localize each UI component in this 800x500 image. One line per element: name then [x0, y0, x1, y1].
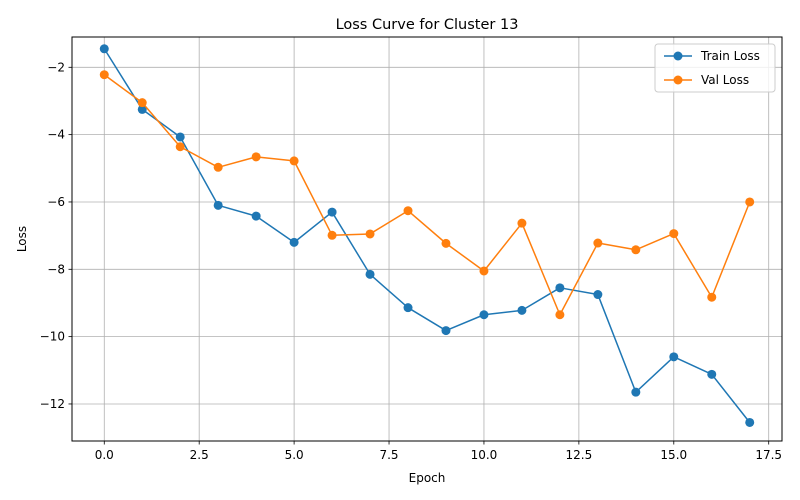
x-tick-label: 7.5 [379, 448, 398, 462]
train-loss-point [669, 352, 679, 362]
val-loss-point [745, 197, 755, 207]
train-loss-point [745, 417, 755, 427]
train-loss-point [289, 237, 299, 247]
x-tick-label: 12.5 [566, 448, 593, 462]
x-tick-label: 15.0 [660, 448, 687, 462]
y-axis-title: Loss [15, 226, 29, 252]
val-loss-point [327, 230, 337, 240]
train-loss-point [403, 303, 413, 313]
plot-frame [71, 36, 783, 442]
x-tick-label: 10.0 [471, 448, 498, 462]
legend-train-label: Train Loss [700, 49, 760, 63]
chart-title: Loss Curve for Cluster 13 [336, 17, 519, 33]
axis-ticks: 0.0 2.5 5.0 7.5 10.0 12.5 15.0 17.5 −12 −10 −8 −6 −4… [40, 60, 782, 462]
train-loss-point [555, 283, 565, 293]
val-loss-point [251, 152, 261, 162]
train-loss-point [175, 132, 185, 142]
val-loss-point [669, 229, 679, 239]
x-tick-label: 2.5 [190, 448, 209, 462]
train-loss-point [441, 326, 451, 336]
train-loss-point [631, 387, 641, 397]
train-loss-point [479, 310, 489, 320]
y-tick-label: −10 [40, 330, 65, 344]
val-loss-point [707, 292, 717, 302]
val-loss-point [137, 98, 147, 108]
val-loss-point [441, 238, 451, 248]
val-loss-point [593, 238, 603, 248]
x-tick-label: 17.5 [755, 448, 782, 462]
legend: Train Loss Val Loss [654, 43, 776, 93]
val-loss-point [555, 310, 565, 320]
y-tick-label: −12 [40, 397, 65, 411]
train-loss-point [707, 369, 717, 379]
train-loss-point [213, 200, 223, 210]
train-loss-point [365, 269, 375, 279]
val-loss-point [99, 70, 109, 80]
train-loss-point [251, 211, 261, 221]
val-loss-line [103, 74, 751, 316]
train-loss-point [137, 104, 147, 114]
x-tick-label: 5.0 [285, 448, 304, 462]
train-loss-point [99, 44, 109, 54]
train-loss-point [327, 207, 337, 217]
val-loss-point [289, 156, 299, 166]
val-loss-point [213, 162, 223, 172]
val-loss-point [631, 245, 641, 255]
val-loss-point [365, 229, 375, 239]
y-tick-label: −6 [47, 195, 65, 209]
val-loss-point [175, 142, 185, 152]
plot-area [72, 37, 782, 441]
y-tick-label: −2 [47, 60, 65, 74]
series-lines [99, 44, 755, 427]
legend-val-marker [673, 75, 683, 85]
train-loss-line [103, 48, 751, 423]
val-loss-point [517, 218, 527, 228]
legend-train-marker [673, 51, 683, 61]
y-tick-label: −4 [47, 128, 65, 142]
x-tick-label: 0.0 [95, 448, 114, 462]
legend-val-label: Val Loss [701, 73, 749, 87]
y-tick-label: −8 [47, 262, 65, 276]
train-loss-point [593, 290, 603, 300]
val-loss-point [403, 206, 413, 216]
train-loss-point [517, 305, 527, 315]
val-loss-point [479, 266, 489, 276]
x-axis-title: Epoch [409, 471, 446, 485]
